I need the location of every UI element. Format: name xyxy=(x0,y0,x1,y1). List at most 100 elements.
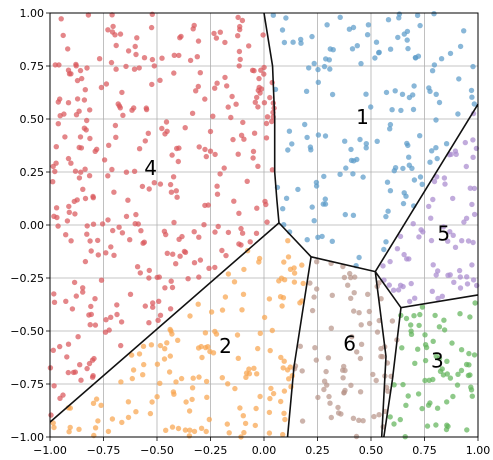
data-point xyxy=(266,296,273,302)
data-point xyxy=(270,12,276,18)
data-point xyxy=(281,259,287,265)
data-point xyxy=(219,247,225,254)
data-point xyxy=(157,77,163,84)
data-point xyxy=(197,70,203,76)
data-point xyxy=(159,55,165,61)
data-point xyxy=(150,304,156,310)
data-point xyxy=(342,211,348,218)
data-point xyxy=(285,147,291,153)
data-point xyxy=(231,279,238,285)
data-point xyxy=(387,121,394,128)
data-point xyxy=(365,291,371,297)
data-point xyxy=(270,390,277,397)
data-point xyxy=(92,425,99,431)
data-point xyxy=(235,355,241,361)
data-point xyxy=(391,382,397,388)
data-point xyxy=(95,252,102,258)
data-point xyxy=(133,211,139,218)
data-point xyxy=(155,317,161,323)
data-point xyxy=(128,352,135,358)
data-point xyxy=(325,355,332,361)
data-point xyxy=(469,262,475,268)
y-tick-label: 0.75 xyxy=(20,60,45,73)
data-point xyxy=(51,291,57,297)
data-point xyxy=(434,405,441,411)
data-point xyxy=(395,34,401,41)
data-point xyxy=(435,295,441,302)
data-point xyxy=(198,425,205,431)
data-point xyxy=(239,17,246,24)
data-point xyxy=(250,155,256,161)
data-point xyxy=(302,121,308,128)
data-point xyxy=(416,322,422,329)
data-point xyxy=(240,413,246,419)
data-point xyxy=(373,39,380,45)
data-point xyxy=(214,80,220,86)
data-point xyxy=(241,429,247,436)
data-point xyxy=(419,405,425,412)
data-point xyxy=(142,303,148,309)
data-point xyxy=(269,167,276,173)
data-point xyxy=(157,380,163,386)
data-point xyxy=(106,327,112,333)
data-point xyxy=(224,83,230,89)
data-point xyxy=(472,300,478,306)
data-point xyxy=(65,155,72,162)
data-point xyxy=(108,59,115,66)
data-point xyxy=(235,33,241,39)
data-point xyxy=(185,276,191,282)
data-point xyxy=(154,361,161,367)
data-point xyxy=(240,291,247,297)
data-point xyxy=(430,262,436,268)
data-point xyxy=(151,63,157,69)
data-point xyxy=(350,24,357,31)
data-point xyxy=(151,180,157,186)
data-point xyxy=(433,422,439,428)
data-point xyxy=(403,193,409,199)
data-point xyxy=(92,296,98,302)
data-point xyxy=(447,272,453,278)
data-point xyxy=(258,67,264,73)
data-point xyxy=(256,75,262,82)
data-point xyxy=(412,295,418,301)
data-point xyxy=(164,250,170,256)
data-point xyxy=(356,417,362,423)
data-point xyxy=(69,306,76,312)
data-point xyxy=(400,283,406,290)
data-point xyxy=(203,428,209,435)
data-point xyxy=(113,42,119,49)
data-point xyxy=(244,178,250,184)
data-point xyxy=(84,231,90,237)
data-point xyxy=(436,99,443,106)
data-point xyxy=(373,377,379,384)
data-point xyxy=(167,326,173,333)
data-point xyxy=(125,399,132,405)
data-point xyxy=(419,304,426,310)
data-point xyxy=(133,409,139,415)
data-point xyxy=(468,87,475,94)
data-point xyxy=(66,429,72,435)
data-point xyxy=(178,33,184,40)
data-point xyxy=(141,361,147,368)
data-point xyxy=(213,35,220,41)
data-point xyxy=(427,159,433,165)
data-point xyxy=(267,395,273,402)
data-point xyxy=(162,131,168,137)
data-point xyxy=(78,377,84,383)
data-point xyxy=(87,322,93,328)
data-point xyxy=(242,420,249,427)
y-tick-label: −0.25 xyxy=(10,272,44,285)
data-point xyxy=(65,46,71,52)
data-point xyxy=(257,393,263,400)
data-point xyxy=(410,221,416,227)
data-point xyxy=(422,357,429,364)
data-point xyxy=(195,38,202,44)
data-point xyxy=(219,307,226,313)
region-label: 5 xyxy=(437,221,450,245)
data-point xyxy=(253,405,259,412)
data-point xyxy=(204,394,210,400)
data-point xyxy=(106,142,112,148)
data-point xyxy=(415,391,422,397)
data-point xyxy=(465,238,472,244)
data-point xyxy=(450,393,456,400)
